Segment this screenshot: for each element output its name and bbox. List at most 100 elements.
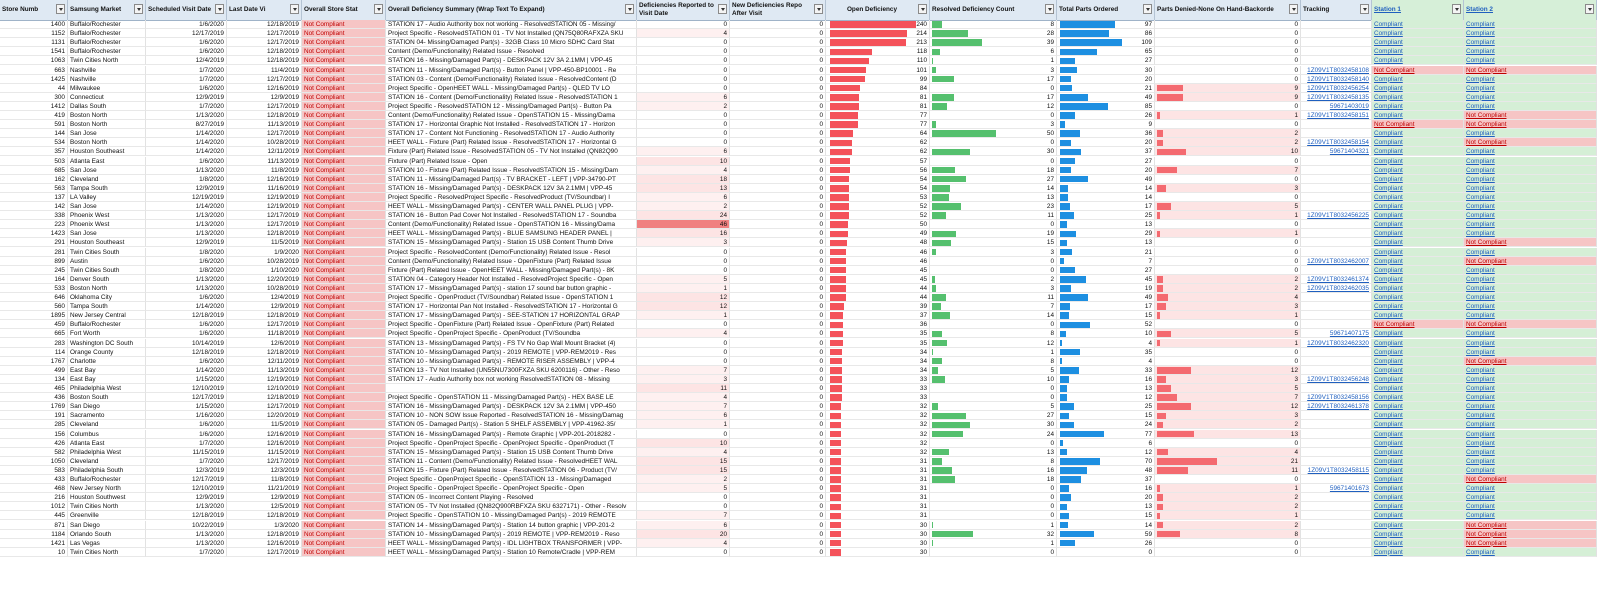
store-status-cell[interactable]: Not Compliant <box>302 220 386 230</box>
parts-ordered[interactable]: 49 <box>1057 293 1155 303</box>
resolved-count[interactable]: 27 <box>930 174 1057 184</box>
store-number-cell[interactable]: 1421 <box>0 538 68 548</box>
column-header-tracking[interactable]: Tracking <box>1301 0 1372 20</box>
table-row[interactable]: 499 East Bay 1/14/2020 11/13/2019 Not Compli… <box>0 365 1597 375</box>
tracking-cell[interactable] <box>1301 192 1372 202</box>
filter-dropdown-icon[interactable] <box>625 4 634 14</box>
summary-cell[interactable]: STATION 16 - Content (Demo/Functionality… <box>386 92 637 102</box>
station-1-cell[interactable]: Compliant <box>1372 183 1464 193</box>
station-1-cell[interactable]: Compliant <box>1372 511 1464 521</box>
tracking-cell[interactable] <box>1301 120 1372 130</box>
tracking-cell[interactable]: 1Z09V1T8032462320 <box>1301 338 1372 348</box>
store-number-cell[interactable]: 534 <box>0 138 68 148</box>
market-cell[interactable]: Buffalo/Rochester <box>68 29 146 39</box>
open-deficiency[interactable]: 34 <box>826 356 930 366</box>
station-2-cell[interactable]: Compliant <box>1464 447 1597 457</box>
station-1-cell[interactable]: Compliant <box>1372 56 1464 66</box>
tracking-cell[interactable] <box>1301 220 1372 230</box>
tracking-cell[interactable] <box>1301 475 1372 485</box>
station-2-cell[interactable]: Compliant <box>1464 92 1597 102</box>
parts-denied[interactable]: 0 <box>1155 265 1301 275</box>
store-number-cell[interactable]: 1400 <box>0 20 68 30</box>
station-1-link[interactable]: Compliant <box>1374 294 1403 301</box>
open-deficiency[interactable]: 33 <box>826 393 930 403</box>
scheduled-date-cell[interactable]: 1/6/2020 <box>146 83 227 93</box>
deficiencies-reported-cell[interactable]: 2 <box>637 475 730 485</box>
store-number-cell[interactable]: 591 <box>0 120 68 130</box>
market-cell[interactable]: Philadelphia West <box>68 447 146 457</box>
table-row[interactable]: 281 Twin Cities South 1/8/2020 1/9/2020 Not … <box>0 247 1597 257</box>
station-1-cell[interactable]: Compliant <box>1372 147 1464 157</box>
station-1-link[interactable]: Compliant <box>1374 394 1403 402</box>
summary-cell[interactable]: STATION 11 - Content (Demo/Functionality… <box>386 456 637 466</box>
parts-denied[interactable]: 0 <box>1155 20 1301 30</box>
last-date-cell[interactable]: 12/5/2019 <box>227 502 302 512</box>
store-number-cell[interactable]: 499 <box>0 365 68 375</box>
market-cell[interactable]: Milwaukee <box>68 83 146 93</box>
tracking-cell[interactable] <box>1301 502 1372 512</box>
last-date-cell[interactable]: 12/6/2019 <box>227 338 302 348</box>
parts-denied[interactable]: 0 <box>1155 38 1301 48</box>
station-2-link[interactable]: Compliant <box>1466 166 1495 174</box>
tracking-link[interactable]: 1Z09V1T8032458151 <box>1307 112 1369 119</box>
tracking-cell[interactable] <box>1301 38 1372 48</box>
open-deficiency[interactable]: 118 <box>826 47 930 57</box>
tracking-cell[interactable] <box>1301 493 1372 503</box>
open-deficiency[interactable]: 32 <box>826 420 930 430</box>
station-2-link[interactable]: Not Compliant <box>1466 139 1507 147</box>
store-status-cell[interactable]: Not Compliant <box>302 20 386 30</box>
filter-dropdown-icon[interactable] <box>1585 4 1594 14</box>
deficiencies-reported-cell[interactable]: 5 <box>637 274 730 284</box>
new-deficiencies-cell[interactable]: 0 <box>730 183 826 193</box>
store-number-cell[interactable]: 1063 <box>0 56 68 66</box>
station-1-link[interactable]: Compliant <box>1374 457 1403 465</box>
last-date-cell[interactable]: 11/18/2019 <box>227 329 302 339</box>
parts-ordered[interactable]: 0 <box>1057 547 1155 557</box>
station-1-link[interactable]: Compliant <box>1374 375 1403 383</box>
station-1-cell[interactable]: Compliant <box>1372 475 1464 485</box>
market-cell[interactable]: Twin Cities North <box>68 502 146 512</box>
station-1-cell[interactable]: Compliant <box>1372 420 1464 430</box>
store-number-cell[interactable]: 583 <box>0 465 68 475</box>
parts-denied[interactable]: 7 <box>1155 165 1301 175</box>
summary-cell[interactable]: STATION 14 - Missing/Damaged Part(s) - S… <box>386 520 637 530</box>
store-number-cell[interactable]: 1050 <box>0 456 68 466</box>
summary-cell[interactable]: Fixture (Part) Related Issue - ResolvedS… <box>386 147 637 157</box>
scheduled-date-cell[interactable]: 1/8/2020 <box>146 174 227 184</box>
last-date-cell[interactable]: 11/15/2019 <box>227 447 302 457</box>
table-row[interactable]: 1184 Orlando South 1/13/2020 12/18/2019 Not … <box>0 529 1597 539</box>
scheduled-date-cell[interactable]: 1/13/2020 <box>146 211 227 221</box>
new-deficiencies-cell[interactable]: 0 <box>730 502 826 512</box>
market-cell[interactable]: San Jose <box>68 202 146 212</box>
open-deficiency[interactable]: 37 <box>826 311 930 321</box>
tracking-cell[interactable]: 59671401673 <box>1301 484 1372 494</box>
station-2-link[interactable]: Not Compliant <box>1466 121 1507 129</box>
parts-denied[interactable]: 4 <box>1155 447 1301 457</box>
last-date-cell[interactable]: 12/9/2019 <box>227 92 302 102</box>
market-cell[interactable]: Austin <box>68 256 146 266</box>
parts-denied[interactable]: 0 <box>1155 47 1301 57</box>
parts-denied[interactable]: 0 <box>1155 347 1301 357</box>
parts-ordered[interactable]: 77 <box>1057 429 1155 439</box>
station-1-link[interactable]: Compliant <box>1374 312 1403 320</box>
scheduled-date-cell[interactable]: 12/10/2019 <box>146 484 227 494</box>
new-deficiencies-cell[interactable]: 0 <box>730 338 826 348</box>
store-number-cell[interactable]: 162 <box>0 174 68 184</box>
new-deficiencies-cell[interactable]: 0 <box>730 347 826 357</box>
station-2-link[interactable]: Compliant <box>1466 494 1495 502</box>
resolved-count[interactable]: 0 <box>930 438 1057 448</box>
table-row[interactable]: 223 Phoenix West 1/13/2020 12/17/2019 Not Co… <box>0 220 1597 230</box>
new-deficiencies-cell[interactable]: 0 <box>730 29 826 39</box>
last-date-cell[interactable]: 12/17/2019 <box>227 38 302 48</box>
station-2-cell[interactable]: Compliant <box>1464 456 1597 466</box>
scheduled-date-cell[interactable]: 1/7/2020 <box>146 65 227 75</box>
station-2-cell[interactable]: Compliant <box>1464 47 1597 57</box>
tracking-cell[interactable] <box>1301 129 1372 139</box>
station-2-cell[interactable]: Not Compliant <box>1464 120 1597 130</box>
open-deficiency[interactable]: 30 <box>826 529 930 539</box>
resolved-count[interactable]: 11 <box>930 211 1057 221</box>
summary-cell[interactable]: STATION 03 - Content (Demo/Functionality… <box>386 74 637 84</box>
station-1-cell[interactable]: Compliant <box>1372 92 1464 102</box>
store-number-cell[interactable]: 560 <box>0 302 68 312</box>
parts-denied[interactable]: 11 <box>1155 465 1301 475</box>
